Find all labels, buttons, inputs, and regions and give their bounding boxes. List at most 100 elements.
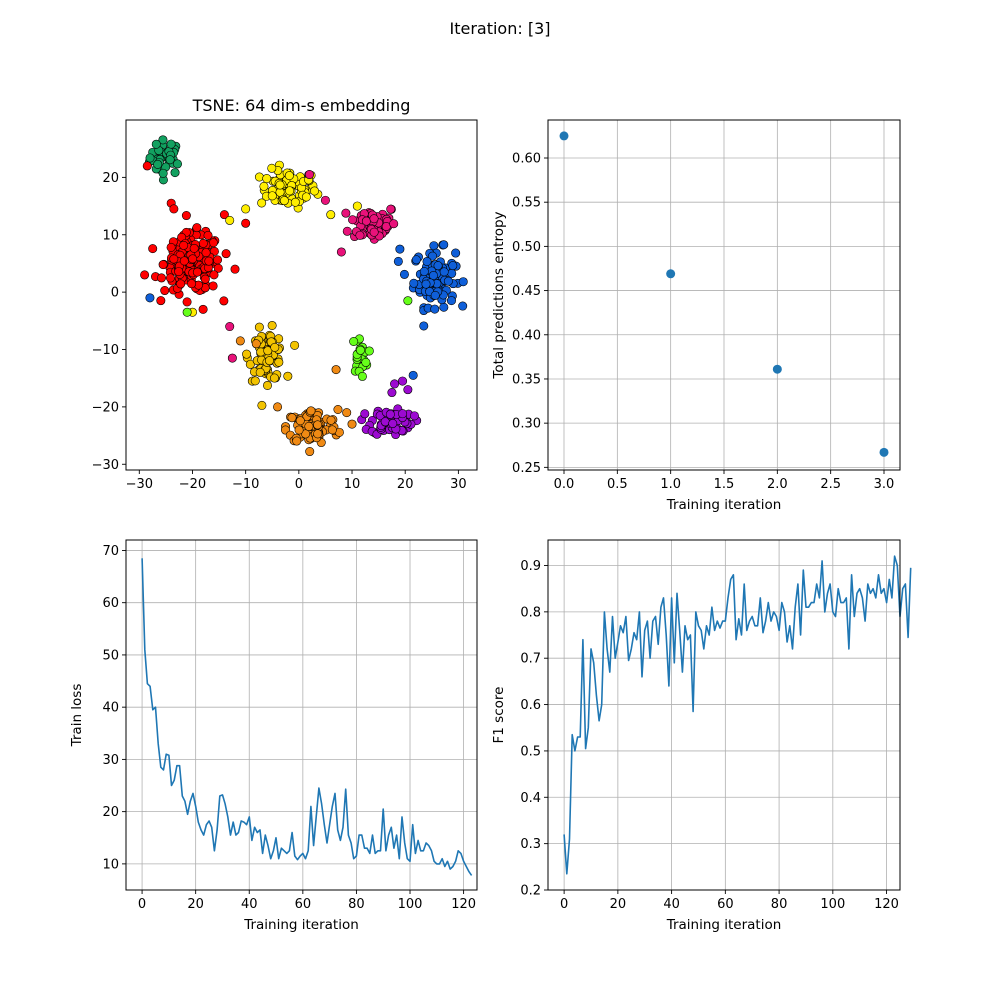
tsne-point-170 xyxy=(369,227,379,237)
tsne-point-769 xyxy=(304,170,314,180)
tsne-point-443 xyxy=(157,273,167,283)
loss-ytick-label-1: 20 xyxy=(102,805,119,820)
loss-xtick-label-1: 20 xyxy=(187,897,204,912)
loss-ytick-label-3: 40 xyxy=(102,701,119,716)
tsne-point-437 xyxy=(198,238,208,248)
tsne-point-745 xyxy=(380,417,390,427)
tsne-xtick-label-5: 20 xyxy=(397,477,414,492)
loss-xtick-label-6: 120 xyxy=(451,897,476,912)
tsne-point-759 xyxy=(241,218,251,228)
tsne-ytick-label-3: 0 xyxy=(111,286,119,301)
tsne-point-38 xyxy=(151,139,161,149)
loss-ylabel: Train loss xyxy=(69,684,85,748)
loss-axes-frame xyxy=(125,539,478,891)
tsne-ytick-label-1: −20 xyxy=(92,400,119,415)
f1-ytick-label-2: 0.4 xyxy=(520,791,541,806)
f1-xtick-label-3: 60 xyxy=(717,897,734,912)
tsne-point-676 xyxy=(295,416,305,426)
tsne-point-260 xyxy=(448,261,458,271)
entropy-point-3 xyxy=(879,447,889,457)
tsne-ytick-label-2: −10 xyxy=(92,343,119,358)
tsne-point-284 xyxy=(421,279,431,289)
tsne-point-753 xyxy=(145,293,155,303)
tsne-point-451 xyxy=(221,249,231,259)
tsne-point-636 xyxy=(287,413,297,423)
tsne-point-177 xyxy=(439,302,449,312)
tsne-point-436 xyxy=(192,223,202,233)
tsne-point-105 xyxy=(290,197,300,207)
tsne-point-666 xyxy=(313,429,323,439)
tsne-point-464 xyxy=(204,256,214,266)
tsne-point-122 xyxy=(341,208,351,218)
tsne-point-471 xyxy=(176,279,186,289)
tsne-point-462 xyxy=(189,243,199,253)
tsne-point-108 xyxy=(279,196,289,206)
tsne-point-106 xyxy=(257,198,267,208)
tsne-point-262 xyxy=(419,321,429,331)
tsne-point-756 xyxy=(142,161,152,171)
tsne-point-773 xyxy=(403,296,413,306)
train-loss-panel: 0 20 40 60 80 100 120 10 20 30 40 50 60 70 Training it… xyxy=(69,539,478,933)
entropy-ytick-label-1: 0.30 xyxy=(512,417,541,432)
tsne-point-765 xyxy=(326,210,336,220)
tsne-point-258 xyxy=(422,256,432,266)
tsne-point-536 xyxy=(254,322,264,332)
entropy-ytick-label-3: 0.40 xyxy=(512,328,541,343)
tsne-point-114 xyxy=(285,186,295,196)
tsne-point-473 xyxy=(174,267,184,277)
tsne-point-20 xyxy=(170,168,180,178)
tsne-point-712 xyxy=(409,411,419,421)
tsne-point-561 xyxy=(357,371,367,381)
tsne-point-200 xyxy=(429,241,439,251)
f1-xtick-label-6: 120 xyxy=(874,897,899,912)
tsne-point-244 xyxy=(399,269,409,279)
f1-series-line xyxy=(563,555,912,875)
entropy-xlabel: Training iteration xyxy=(666,497,782,513)
tsne-point-444 xyxy=(156,296,166,306)
tsne-point-160 xyxy=(348,215,358,225)
tsne-point-760 xyxy=(198,304,208,314)
tsne-point-761 xyxy=(140,270,150,280)
tsne-point-278 xyxy=(430,290,440,300)
tsne-point-750 xyxy=(387,388,397,398)
tsne-point-748 xyxy=(398,376,408,386)
loss-xtick-label-4: 80 xyxy=(348,897,365,912)
tsne-point-522 xyxy=(257,400,267,410)
f1-ytick-label-3: 0.5 xyxy=(520,744,541,759)
tsne-point-455 xyxy=(165,273,175,283)
tsne-point-779 xyxy=(347,419,357,429)
tsne-point-159 xyxy=(342,226,352,236)
tsne-point-772 xyxy=(182,307,192,317)
tsne-point-101 xyxy=(284,171,294,181)
tsne-point-53 xyxy=(254,172,264,182)
tsne-point-261 xyxy=(439,240,449,250)
tsne-scatter-panel: −30 −20 −10 0 10 20 30 −30 −20 −10 0 10 20 TSNE: 64 d… xyxy=(92,96,478,492)
tsne-point-758 xyxy=(219,210,229,220)
tsne-point-746 xyxy=(388,419,398,429)
entropy-xtick-label-2: 1.0 xyxy=(660,477,681,492)
entropy-ytick-label-4: 0.45 xyxy=(512,284,541,299)
tsne-point-21 xyxy=(158,168,168,178)
tsne-point-257 xyxy=(409,278,419,288)
loss-ytick-label-2: 30 xyxy=(102,753,119,768)
tsne-point-440 xyxy=(200,274,210,284)
f1-ylabel: F1 score xyxy=(491,687,507,744)
tsne-point-279 xyxy=(411,255,421,265)
entropy-ytick-label-0: 0.25 xyxy=(512,461,541,476)
tsne-point-163 xyxy=(355,230,365,240)
tsne-point-281 xyxy=(428,270,438,280)
entropy-point-1 xyxy=(666,269,676,279)
tsne-point-428 xyxy=(208,238,218,248)
tsne-point-565 xyxy=(364,346,374,356)
tsne-point-747 xyxy=(390,379,400,389)
loss-xtick-label-0: 0 xyxy=(138,897,146,912)
tsne-point-98 xyxy=(267,163,277,173)
tsne-point-649 xyxy=(327,425,337,435)
tsne-point-502 xyxy=(250,376,260,386)
tsne-point-175 xyxy=(393,256,403,266)
entropy-xtick-label-3: 1.5 xyxy=(714,477,735,492)
tsne-point-167 xyxy=(386,204,396,214)
tsne-xtick-label-3: 0 xyxy=(295,477,303,492)
entropy-xtick-label-6: 3.0 xyxy=(874,477,895,492)
entropy-ytick-label-2: 0.35 xyxy=(512,372,541,387)
